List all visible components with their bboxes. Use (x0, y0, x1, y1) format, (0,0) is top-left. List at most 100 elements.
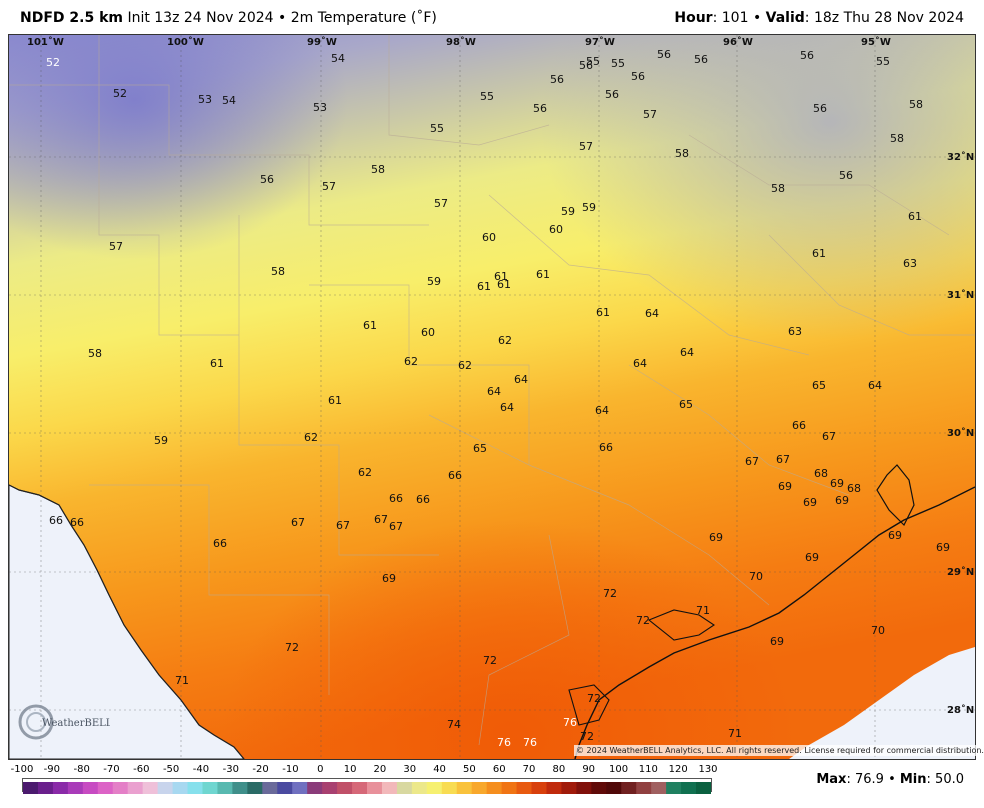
weatherbell-logo: WeatherBELL (14, 700, 113, 744)
temperature-value: 71 (696, 604, 710, 617)
temperature-value: 64 (633, 357, 647, 370)
legend-tick-label: 40 (433, 764, 446, 775)
temperature-value: 54 (222, 94, 236, 107)
temperature-value: 64 (595, 404, 609, 417)
temperature-map[interactable]: 101˚W 100˚W 99˚W 98˚W 97˚W 96˚W 95˚W 32˚N 31˚N 3… (8, 34, 976, 760)
temperature-value: 58 (890, 132, 904, 145)
legend-swatch (486, 782, 503, 794)
temperature-value: 69 (805, 551, 819, 564)
color-legend: -100 -90 -80 -70 -60 -50 -40 -30 -20 -10 0 10 20 30 40… (11, 764, 718, 804)
legend-tick-label: -60 (133, 764, 150, 775)
temperature-value: 55 (611, 57, 625, 70)
temperature-value: 71 (728, 727, 742, 740)
temperature-value: 56 (813, 102, 827, 115)
temperature-value: 62 (404, 355, 418, 368)
temperature-value: 59 (582, 201, 596, 214)
temperature-value: 64 (514, 373, 528, 386)
legend-swatch (202, 782, 218, 794)
county-lines (9, 35, 975, 746)
legend-swatch (142, 782, 159, 794)
variable-name: 2m Temperature (˚F) (290, 10, 437, 26)
temperature-value: 58 (371, 163, 385, 176)
legend-swatch (606, 782, 622, 794)
min-label: Min (899, 772, 927, 787)
temperature-value: 62 (304, 431, 318, 444)
valid-label: Valid (765, 10, 805, 26)
temperature-value: 58 (675, 147, 689, 160)
temperature-value: 69 (936, 541, 950, 554)
temperature-value: 57 (579, 140, 593, 153)
temperature-value: 61 (494, 270, 508, 283)
legend-tick-label: 120 (668, 764, 688, 775)
temperature-value: 59 (561, 205, 575, 218)
temperature-value: 55 (586, 55, 600, 68)
temperature-value: 63 (788, 325, 802, 338)
temperature-value: 66 (448, 469, 462, 482)
latitude-labels: 32˚N 31˚N 30˚N 29˚N 28˚N (947, 151, 974, 716)
temperature-value: 56 (631, 70, 645, 83)
temperature-value: 65 (812, 379, 826, 392)
legend-tick-label: -70 (103, 764, 120, 775)
legend-swatch (82, 782, 99, 794)
temperature-value: 70 (749, 570, 763, 583)
legend-swatch (232, 782, 248, 794)
temperature-value: 66 (599, 441, 613, 454)
temperature-value: 61 (210, 357, 224, 370)
temperature-value: 69 (830, 477, 844, 490)
temperature-value: 66 (389, 492, 403, 505)
longitude-labels: 101˚W 100˚W 99˚W 98˚W 97˚W 96˚W 95˚W (27, 36, 891, 48)
legend-swatch (411, 782, 428, 794)
temperature-value: 58 (271, 265, 285, 278)
temperature-value: 66 (49, 514, 63, 527)
coastline (574, 486, 975, 759)
temperature-value: 71 (175, 674, 189, 687)
legend-tick-label: 100 (608, 764, 629, 775)
logo-text: WeatherBELL (42, 718, 110, 729)
temperature-value: 76 (497, 736, 511, 749)
temperature-value: 56 (605, 88, 619, 101)
legend-tick-label: 70 (522, 764, 536, 775)
temperature-value: 57 (109, 240, 123, 253)
legend-tick-label: 60 (492, 764, 506, 775)
temperature-value: 72 (603, 587, 617, 600)
temperature-value: 66 (416, 493, 430, 506)
galveston-bay (876, 464, 915, 527)
temperature-value: 61 (363, 319, 377, 332)
legend-tick-label: 50 (463, 764, 476, 775)
temperature-value: 69 (709, 531, 723, 544)
temperature-value: 76 (523, 736, 537, 749)
legend-swatch (456, 782, 473, 794)
temperature-value: 57 (322, 180, 336, 193)
temperature-value: 67 (745, 455, 759, 468)
temperature-value: 66 (213, 537, 227, 550)
min-value: : 50.0 (926, 772, 964, 787)
legend-tick-label: -10 (282, 764, 299, 775)
legend-tick-label: 0 (317, 764, 324, 775)
corpus-christi-bay (568, 684, 610, 726)
longitude-label: 101˚W (27, 36, 64, 48)
legend-swatch (262, 782, 278, 794)
legend-tick-label: 20 (373, 764, 387, 775)
temperature-value: 55 (480, 90, 494, 103)
temperature-value: 69 (778, 480, 792, 493)
temperature-value: 76 (563, 716, 577, 729)
temperature-value: 61 (477, 280, 491, 293)
temperature-value: 64 (500, 401, 514, 414)
temperature-value: 61 (536, 268, 550, 281)
header-separator-2: • (752, 10, 762, 26)
legend-swatch (441, 782, 458, 794)
temperature-value: 68 (814, 467, 828, 480)
longitude-label: 97˚W (585, 36, 615, 48)
legend-swatch (681, 782, 697, 794)
temperature-value: 63 (903, 257, 917, 270)
legend-swatch (352, 782, 368, 794)
temperature-value: 74 (447, 718, 461, 731)
longitude-label: 96˚W (723, 36, 753, 48)
temperature-value: 67 (291, 516, 305, 529)
legend-tick-label: 80 (552, 764, 566, 775)
temperature-value: 62 (458, 359, 472, 372)
legend-swatch (426, 782, 443, 794)
legend-swatch (561, 782, 577, 794)
temperature-value: 61 (596, 306, 610, 319)
legend-swatches (23, 782, 712, 794)
